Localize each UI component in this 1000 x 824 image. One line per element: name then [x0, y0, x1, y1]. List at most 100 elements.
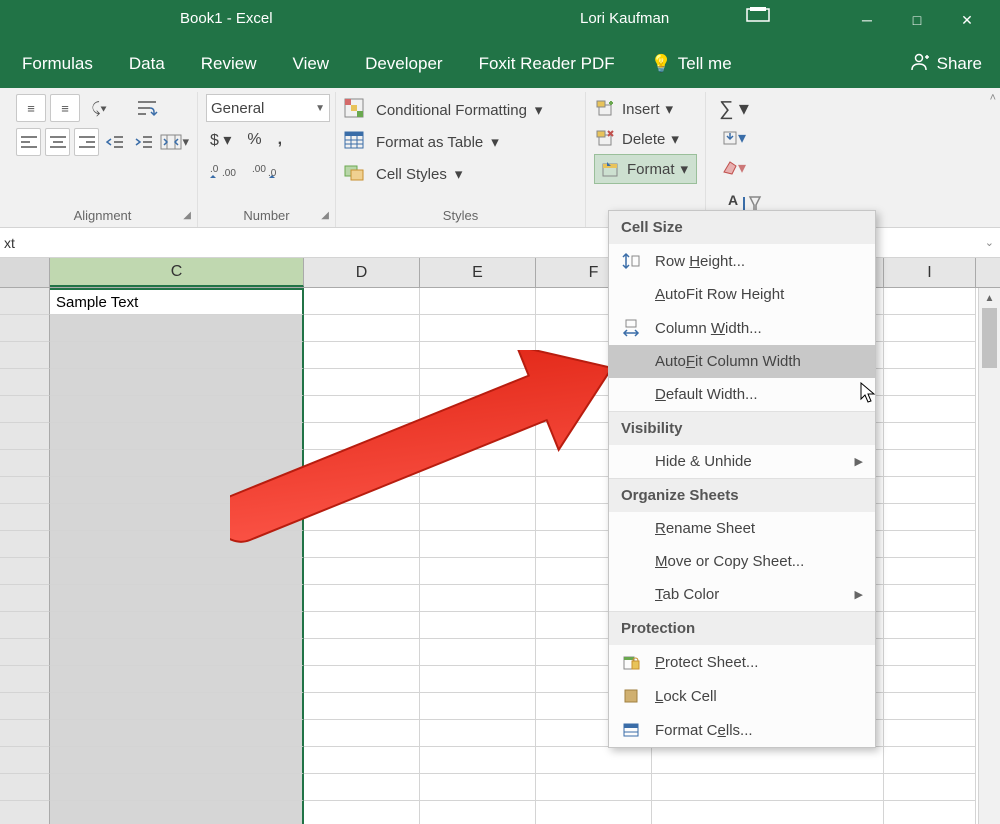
cell[interactable] [884, 774, 976, 801]
default-width-item[interactable]: Default Width... [609, 378, 875, 411]
column-header-d[interactable]: D [304, 258, 420, 287]
cell[interactable] [884, 396, 976, 423]
alignment-launcher[interactable]: ◢ [183, 210, 191, 221]
align-middle-button[interactable]: ≡ [50, 94, 80, 122]
number-format-combo[interactable]: General ▼ [206, 94, 330, 122]
cell[interactable] [884, 531, 976, 558]
merge-center-button[interactable]: ▾ [160, 128, 189, 156]
lock-cell-item[interactable]: Lock Cell [609, 679, 875, 713]
cell[interactable] [50, 612, 304, 639]
align-left-button[interactable] [16, 128, 41, 156]
cell[interactable] [420, 288, 536, 315]
cell[interactable] [50, 666, 304, 693]
cell[interactable] [304, 639, 420, 666]
cell[interactable] [420, 504, 536, 531]
clear-button[interactable]: ▾ [722, 154, 746, 182]
wrap-text-button[interactable] [132, 94, 162, 122]
rename-sheet-item[interactable]: Rename Sheet [609, 512, 875, 545]
cell[interactable] [884, 612, 976, 639]
cell[interactable] [420, 477, 536, 504]
tell-me[interactable]: 💡 Tell me [649, 50, 734, 78]
tab-developer[interactable]: Developer [363, 50, 445, 78]
column-header-c[interactable]: C [50, 258, 304, 287]
cell[interactable] [50, 315, 304, 342]
percent-format-button[interactable]: % [243, 131, 265, 149]
select-all-corner[interactable] [0, 258, 50, 287]
cell[interactable] [420, 612, 536, 639]
move-copy-item[interactable]: Move or Copy Sheet... [609, 545, 875, 578]
cell[interactable] [420, 423, 536, 450]
cell[interactable] [50, 450, 304, 477]
cell[interactable] [884, 369, 976, 396]
cell[interactable] [420, 585, 536, 612]
orientation-button[interactable]: ⤹▾ [84, 94, 114, 122]
cell[interactable] [420, 774, 536, 801]
cell[interactable] [884, 288, 976, 315]
cell[interactable] [50, 774, 304, 801]
scroll-up-icon[interactable]: ▲ [979, 288, 1000, 308]
tab-formulas[interactable]: Formulas [20, 50, 95, 78]
collapse-ribbon-button[interactable]: ˄ [990, 92, 996, 104]
cell[interactable] [304, 666, 420, 693]
cell[interactable] [420, 396, 536, 423]
insert-button[interactable]: Insert ▾ [594, 94, 697, 124]
cell[interactable] [420, 693, 536, 720]
format-button[interactable]: Format ▾ [594, 154, 697, 184]
cell[interactable] [304, 720, 420, 747]
comma-format-button[interactable]: , [274, 131, 286, 149]
cell[interactable] [50, 558, 304, 585]
cell[interactable] [420, 666, 536, 693]
cell[interactable] [50, 369, 304, 396]
cell[interactable] [884, 639, 976, 666]
cell[interactable] [884, 558, 976, 585]
vertical-scrollbar[interactable]: ▲ [978, 288, 1000, 824]
cell[interactable] [304, 315, 420, 342]
hide-unhide-item[interactable]: Hide & Unhide ▶ [609, 445, 875, 478]
align-right-button[interactable] [74, 128, 99, 156]
accounting-format-button[interactable]: $ ▾ [206, 130, 235, 150]
decrease-decimal-button[interactable]: .00.0 [248, 162, 282, 183]
cell[interactable] [304, 450, 420, 477]
share-button[interactable]: Share [909, 52, 982, 77]
cell[interactable] [884, 423, 976, 450]
cell[interactable] [536, 801, 652, 824]
cell[interactable] [304, 288, 420, 315]
column-header-i[interactable]: I [884, 258, 976, 287]
number-launcher[interactable]: ◢ [321, 210, 329, 221]
cell-styles-button[interactable]: Cell Styles ▾ [344, 158, 577, 190]
tab-color-item[interactable]: Tab Color ▶ [609, 578, 875, 611]
cell[interactable] [420, 639, 536, 666]
cell[interactable] [420, 315, 536, 342]
cell[interactable] [420, 531, 536, 558]
delete-button[interactable]: Delete ▾ [594, 124, 697, 154]
cell[interactable] [50, 747, 304, 774]
cell[interactable] [420, 342, 536, 369]
close-button[interactable]: ✕ [942, 2, 992, 38]
minimize-button[interactable]: ─ [842, 2, 892, 38]
cell[interactable] [420, 369, 536, 396]
cell[interactable] [884, 450, 976, 477]
maximize-button[interactable]: □ [892, 2, 942, 38]
cell[interactable] [304, 801, 420, 824]
format-as-table-button[interactable]: Format as Table ▾ [344, 126, 577, 158]
autosum-button[interactable]: ∑ ▾ [719, 94, 749, 122]
column-header-e[interactable]: E [420, 258, 536, 287]
cell[interactable] [50, 720, 304, 747]
cell[interactable] [304, 774, 420, 801]
cell[interactable] [304, 477, 420, 504]
cell[interactable] [50, 531, 304, 558]
increase-decimal-button[interactable]: .0.00 [206, 162, 240, 183]
cell[interactable] [884, 720, 976, 747]
cell[interactable] [304, 558, 420, 585]
autofit-column-width-item[interactable]: AutoFit Column Width [609, 345, 875, 378]
cell[interactable] [884, 342, 976, 369]
cell[interactable] [304, 504, 420, 531]
tab-view[interactable]: View [291, 50, 332, 78]
cell[interactable] [50, 585, 304, 612]
autofit-row-height-item[interactable]: AutoFit Row Height [609, 278, 875, 311]
cell[interactable] [50, 504, 304, 531]
tab-review[interactable]: Review [199, 50, 259, 78]
align-center-button[interactable] [45, 128, 70, 156]
cell[interactable] [420, 747, 536, 774]
protect-sheet-item[interactable]: Protect Sheet... [609, 645, 875, 679]
